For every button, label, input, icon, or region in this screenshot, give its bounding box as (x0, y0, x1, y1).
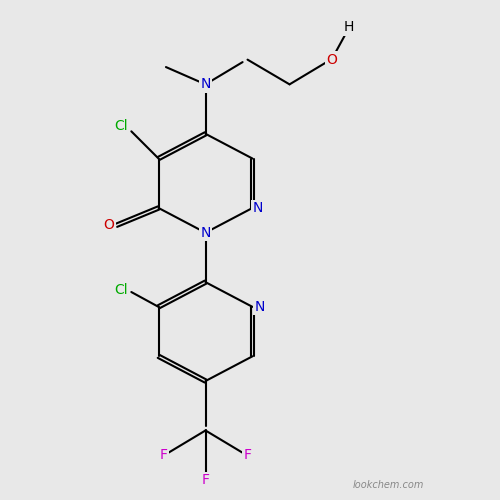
Text: N: N (254, 300, 265, 314)
Text: Cl: Cl (114, 282, 128, 296)
Text: O: O (326, 52, 337, 66)
Text: F: F (160, 448, 168, 462)
Text: H: H (344, 20, 354, 34)
Text: F: F (244, 448, 252, 462)
Text: F: F (202, 473, 209, 487)
Text: O: O (104, 218, 115, 232)
Text: N: N (200, 78, 210, 92)
Text: Cl: Cl (114, 120, 128, 134)
Text: lookchem.com: lookchem.com (353, 480, 424, 490)
Text: N: N (200, 226, 210, 239)
Text: N: N (252, 201, 262, 215)
